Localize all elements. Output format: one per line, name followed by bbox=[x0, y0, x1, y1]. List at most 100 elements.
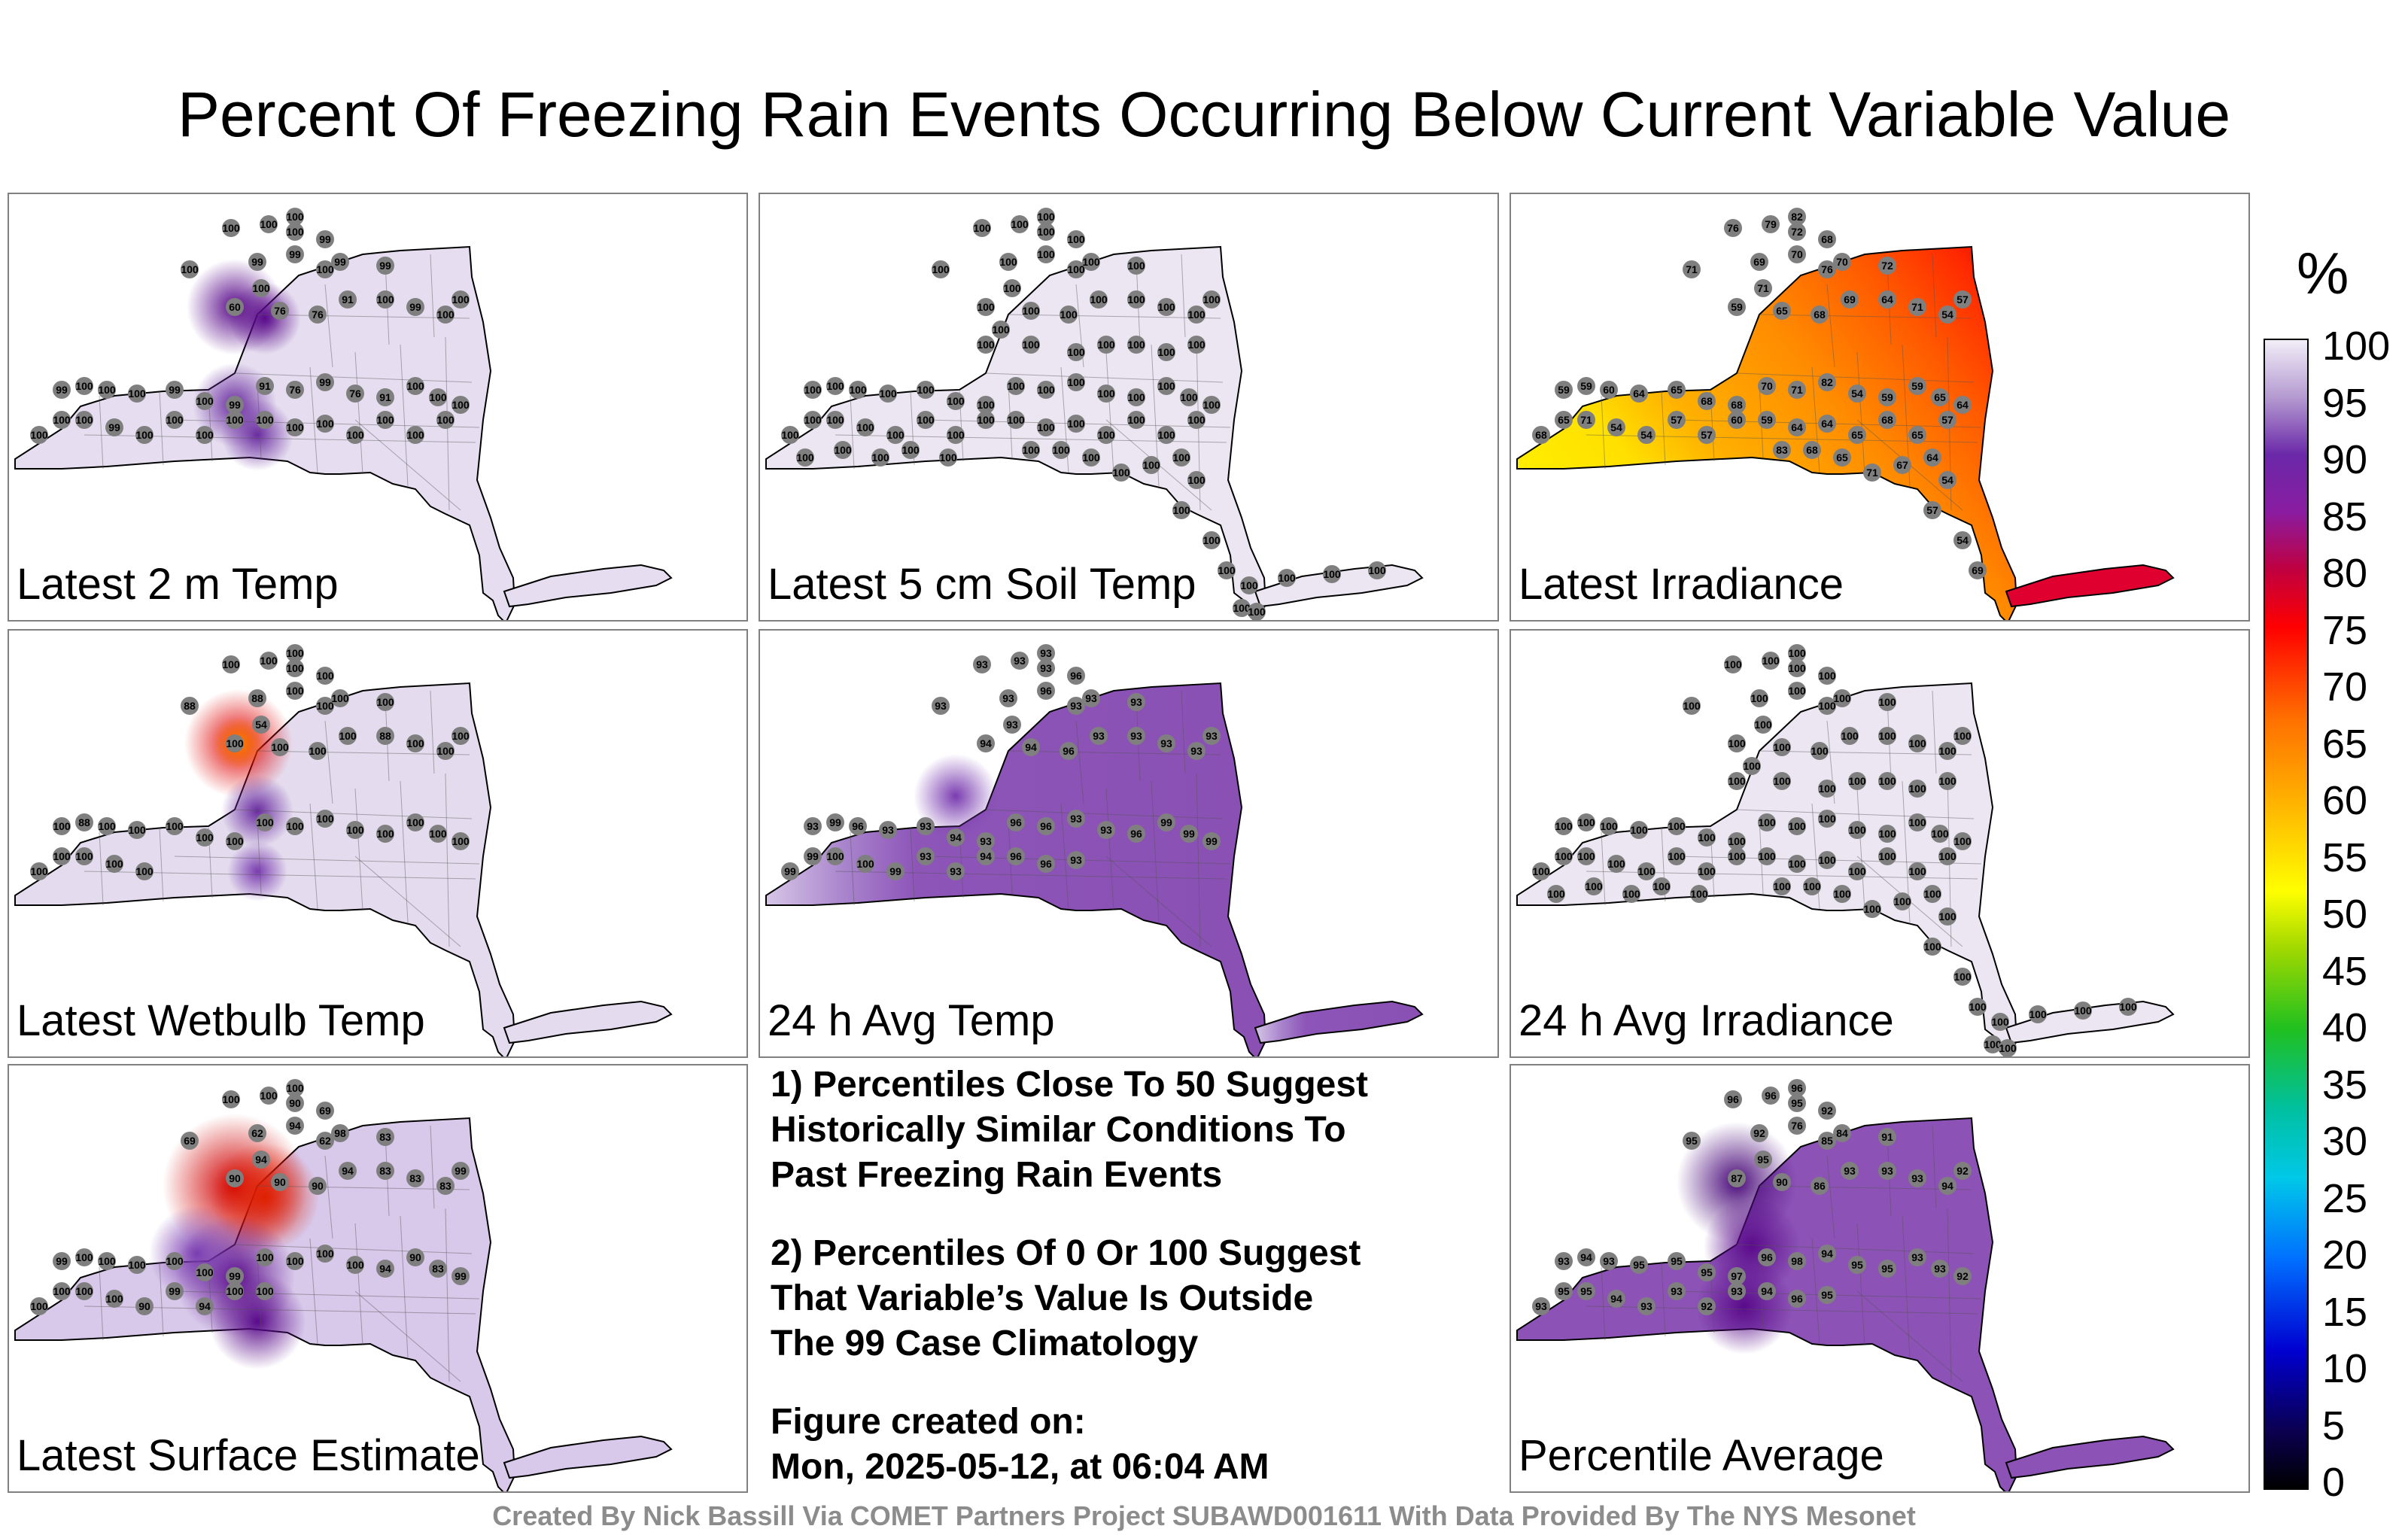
station-dot bbox=[947, 392, 965, 410]
station-dot bbox=[796, 448, 814, 467]
station-marker: 88 bbox=[248, 689, 266, 707]
station-value: 93 bbox=[1070, 854, 1082, 866]
station-dot bbox=[1607, 418, 1625, 436]
station-dot bbox=[135, 1297, 154, 1315]
station-dot bbox=[1127, 257, 1145, 275]
station-marker: 93 bbox=[1637, 1297, 1655, 1315]
station-dot bbox=[1127, 693, 1145, 711]
station-marker: 100 bbox=[1938, 772, 1956, 790]
station-value: 100 bbox=[1788, 647, 1806, 659]
station-dot bbox=[917, 381, 935, 399]
station-value: 100 bbox=[286, 1082, 304, 1094]
figure-created-value: Mon, 2025-05-12, at 06:04 AM bbox=[771, 1447, 1269, 1487]
station-dot bbox=[309, 305, 327, 324]
station-marker: 64 bbox=[1878, 290, 1896, 309]
station-dot bbox=[1773, 772, 1791, 790]
station-value: 100 bbox=[286, 647, 304, 659]
station-value: 57 bbox=[1956, 293, 1969, 305]
county-boundary bbox=[850, 831, 855, 906]
station-dot bbox=[429, 825, 447, 843]
station-value: 100 bbox=[1931, 828, 1949, 840]
station-value: 100 bbox=[166, 414, 184, 426]
station-marker: 60 bbox=[1600, 381, 1618, 399]
station-marker: 100 bbox=[1878, 847, 1896, 865]
station-marker: 57 bbox=[1698, 426, 1716, 444]
station-value: 100 bbox=[1218, 564, 1236, 576]
station-marker: 100 bbox=[166, 1252, 184, 1270]
station-marker: 100 bbox=[1037, 245, 1055, 263]
station-marker: 94 bbox=[1818, 1245, 1836, 1263]
station-dot bbox=[1788, 1094, 1806, 1112]
station-dot bbox=[436, 411, 455, 429]
station-value: 96 bbox=[1727, 1093, 1739, 1105]
colorbar-tick-label: 40 bbox=[2322, 1005, 2368, 1050]
station-value: 93 bbox=[1040, 662, 1052, 674]
station-dot bbox=[376, 1162, 394, 1180]
station-value: 92 bbox=[1956, 1270, 1969, 1282]
station-dot bbox=[1532, 426, 1550, 444]
county-boundary bbox=[445, 773, 450, 947]
station-marker: 100 bbox=[1187, 411, 1206, 429]
station-value: 100 bbox=[939, 451, 957, 464]
station-value: 100 bbox=[75, 1285, 93, 1297]
station-marker: 100 bbox=[1938, 847, 1956, 865]
county-boundary bbox=[257, 818, 262, 895]
station-dot bbox=[451, 1267, 470, 1285]
station-dot bbox=[196, 426, 214, 444]
station-marker: 100 bbox=[30, 862, 48, 880]
station-value: 69 bbox=[1972, 564, 1984, 576]
station-dot bbox=[1923, 885, 1941, 903]
station-value: 93 bbox=[1640, 1300, 1652, 1312]
station-value: 100 bbox=[1067, 263, 1085, 275]
station-marker: 93 bbox=[947, 862, 965, 880]
station-marker: 100 bbox=[1007, 377, 1025, 395]
station-dot bbox=[1758, 847, 1776, 865]
colorbar-tick-label: 35 bbox=[2322, 1062, 2368, 1108]
station-marker: 94 bbox=[1758, 1282, 1776, 1300]
county-boundary bbox=[354, 419, 461, 511]
station-dot bbox=[1127, 290, 1145, 309]
station-dot bbox=[166, 1282, 184, 1300]
station-marker: 100 bbox=[429, 825, 447, 843]
station-marker: 99 bbox=[826, 813, 844, 831]
station-dot bbox=[1931, 825, 1949, 843]
station-value: 99 bbox=[1160, 816, 1172, 828]
station-marker: 100 bbox=[1082, 448, 1100, 467]
station-dot bbox=[1532, 862, 1550, 880]
station-marker: 100 bbox=[1728, 734, 1746, 752]
station-value: 70 bbox=[1791, 248, 1803, 260]
station-dot bbox=[248, 1124, 266, 1142]
station-value: 100 bbox=[804, 414, 822, 426]
station-marker: 100 bbox=[856, 855, 874, 873]
county-boundary bbox=[309, 366, 318, 473]
station-value: 100 bbox=[128, 824, 146, 836]
station-value: 100 bbox=[376, 696, 394, 708]
station-marker: 100 bbox=[1818, 851, 1836, 869]
station-value: 100 bbox=[105, 1293, 123, 1305]
station-value: 59 bbox=[1580, 380, 1592, 392]
station-value: 100 bbox=[30, 1300, 48, 1312]
station-value: 92 bbox=[1821, 1105, 1833, 1117]
station-marker: 92 bbox=[1953, 1267, 1972, 1285]
station-dot bbox=[1037, 418, 1055, 436]
station-marker: 96 bbox=[1037, 817, 1055, 835]
station-value: 100 bbox=[1908, 816, 1926, 828]
station-marker: 100 bbox=[1630, 821, 1648, 839]
station-dot bbox=[1878, 1260, 1896, 1278]
station-dot bbox=[1788, 1117, 1806, 1135]
station-marker: 96 bbox=[1788, 1079, 1806, 1097]
station-marker: 99 bbox=[804, 847, 822, 865]
station-dot bbox=[339, 1162, 357, 1180]
station-value: 96 bbox=[1040, 685, 1052, 697]
station-marker: 100 bbox=[1142, 456, 1160, 474]
station-dot bbox=[856, 855, 874, 873]
station-dot bbox=[30, 1297, 48, 1315]
station-marker: 99 bbox=[1180, 825, 1198, 843]
station-value: 100 bbox=[886, 429, 905, 441]
station-value: 100 bbox=[436, 414, 455, 426]
station-value: 100 bbox=[1555, 850, 1573, 862]
station-marker: 100 bbox=[1172, 501, 1190, 519]
station-dot bbox=[1577, 847, 1595, 865]
station-marker: 84 bbox=[1833, 1124, 1851, 1142]
